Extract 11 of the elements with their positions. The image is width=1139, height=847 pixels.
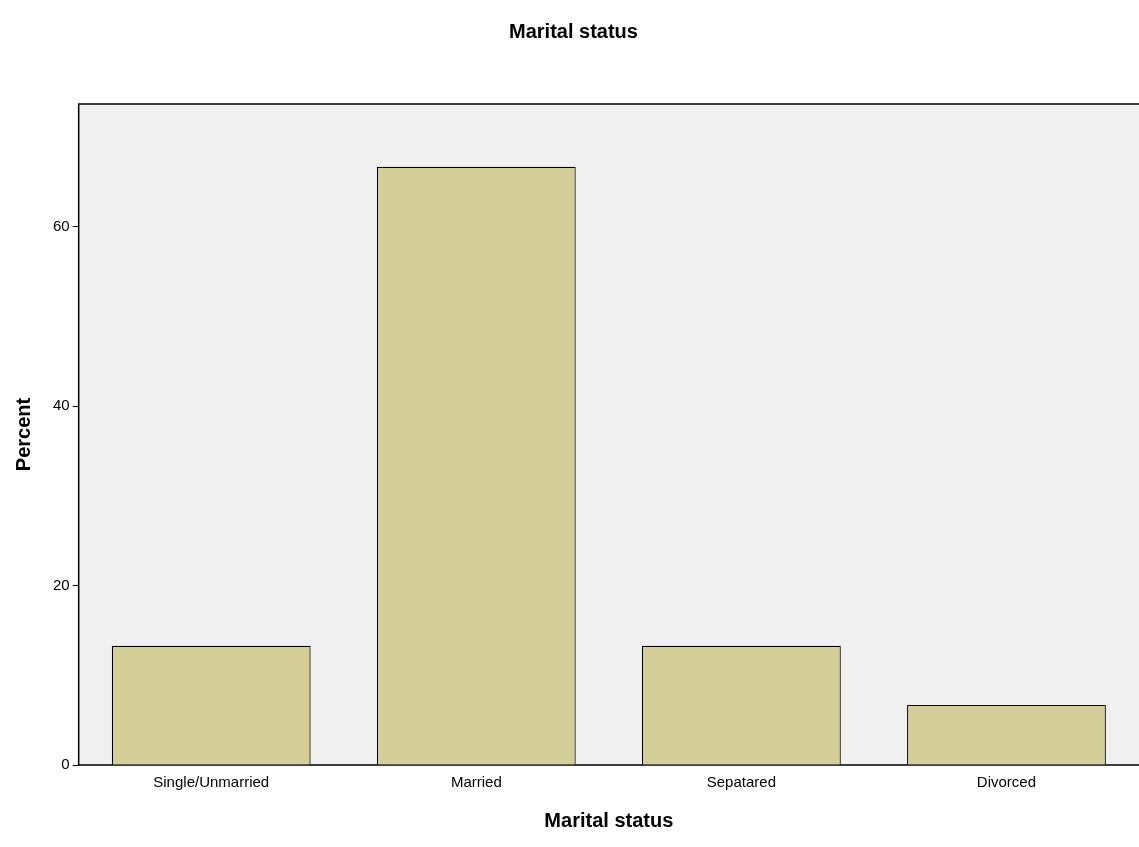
y-tick-label: 0 [61, 755, 70, 773]
x-tick-label: Married [450, 773, 502, 791]
y-tick-label: 20 [53, 575, 70, 593]
x-axis-title: Marital status [544, 808, 674, 831]
x-tick-label: Divorced [976, 773, 1037, 791]
y-tick-label: 40 [53, 396, 70, 414]
chart-title: Marital status [509, 19, 638, 42]
x-tick-label: Single/Unmarried [153, 773, 270, 791]
y-axis-title: Percent [11, 397, 34, 472]
x-tick-label: Sepatared [706, 773, 776, 791]
y-tick-label: 60 [53, 217, 70, 235]
